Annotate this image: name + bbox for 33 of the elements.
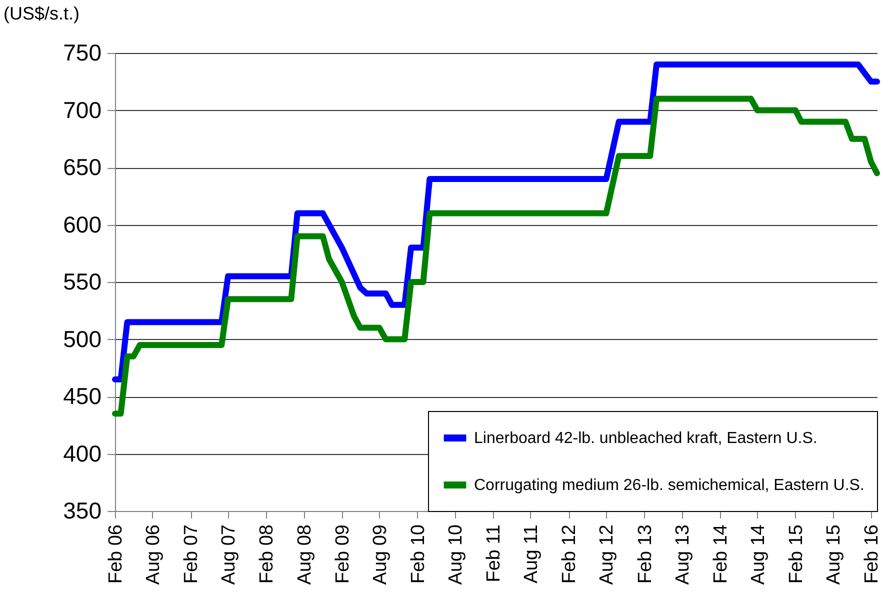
y-tick-label: 350 xyxy=(63,498,102,524)
legend-label: Corrugating medium 26-lb. semichemical, Eastern U.S. xyxy=(474,477,864,494)
x-tick-label: Feb 10 xyxy=(408,524,429,584)
x-tick-label: Aug 06 xyxy=(142,524,164,585)
y-tick-label: 650 xyxy=(63,154,102,180)
y-tick-label: 750 xyxy=(63,40,102,66)
x-tick-label: Aug 09 xyxy=(370,524,391,585)
x-tick-label: Aug 14 xyxy=(748,524,769,585)
x-tick-label: Feb 15 xyxy=(786,524,807,584)
x-tick-label: Feb 16 xyxy=(861,524,882,584)
x-tick-label: Feb 07 xyxy=(181,524,202,584)
x-tick-label: Feb 08 xyxy=(256,524,278,584)
y-axis-title: (US$/s.t.) xyxy=(4,4,80,24)
y-tick-label: 500 xyxy=(63,326,102,352)
x-tick-label: Aug 07 xyxy=(218,524,240,585)
x-tick-label: Aug 10 xyxy=(445,524,466,585)
y-tick-label: 450 xyxy=(63,383,102,409)
y-tick-label: 550 xyxy=(63,268,102,294)
x-tick-label: Feb 14 xyxy=(710,524,732,584)
x-tick-label: Feb 11 xyxy=(484,524,504,582)
y-tick-label: 400 xyxy=(63,440,102,466)
x-tick-label: Feb 13 xyxy=(634,524,656,584)
x-tick-label: Aug 08 xyxy=(294,524,316,585)
x-tick-label: Aug 11 xyxy=(520,524,542,584)
x-tick-label: Feb 12 xyxy=(559,524,580,584)
y-tick-label: 700 xyxy=(63,96,102,123)
x-tick-label: Aug 12 xyxy=(596,524,618,585)
y-tick-label: 600 xyxy=(63,211,102,238)
x-tick-label: Aug 13 xyxy=(672,524,694,585)
x-tick-label: Feb 06 xyxy=(106,524,126,584)
legend-label: Linerboard 42-lb. unbleached kraft, Eastern U.S. xyxy=(474,430,818,447)
x-tick-label: Aug 15 xyxy=(823,524,844,585)
x-tick-label: Feb 09 xyxy=(332,524,354,584)
